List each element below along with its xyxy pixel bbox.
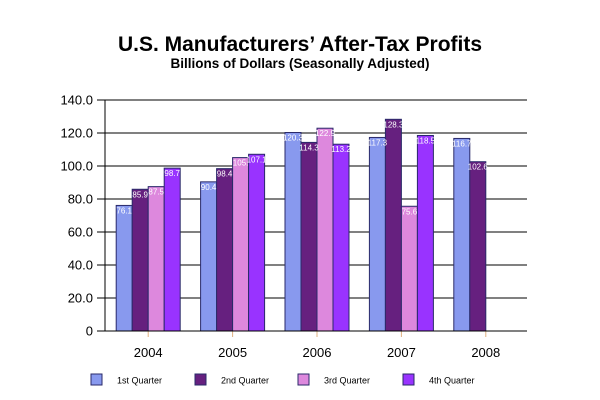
bar xyxy=(131,188,149,332)
x-tick-label: 2005 xyxy=(218,345,247,360)
chart-title: U.S. Manufacturers’ After-Tax Profits xyxy=(117,33,483,56)
bar xyxy=(332,143,350,332)
bar xyxy=(384,118,402,332)
data-label: 87.5 xyxy=(148,188,164,197)
data-label: 113.2 xyxy=(331,145,351,154)
x-tick-label: 2004 xyxy=(134,345,163,360)
data-labels: 76.185.9 87.598.790.498.4105.107.1120.311… xyxy=(116,120,488,216)
legend-label: 2nd Quarter xyxy=(221,376,269,386)
x-tick-label: 2007 xyxy=(387,345,416,360)
legend: 1st Quarter 2nd Quarter 3rd Quarter 4th Qua… xyxy=(90,373,475,386)
data-label: 105. xyxy=(233,159,249,168)
y-tick-label: 0 xyxy=(86,324,93,339)
legend-label: 4th Quarter xyxy=(429,376,475,386)
legend-swatch xyxy=(90,373,103,386)
axes: 0 20.0 40.0 60.0 80.0 100.0 120.0 140.0 2004 2005… xyxy=(60,93,527,360)
bar xyxy=(163,167,181,332)
y-tick-label: 40.0 xyxy=(68,258,93,273)
data-label: 75.6 xyxy=(402,207,418,216)
data-label: 76.1 xyxy=(116,206,132,215)
y-tick-label: 80.0 xyxy=(68,192,93,207)
data-label: 116.7 xyxy=(452,139,472,148)
y-tick-label: 100.0 xyxy=(60,159,93,174)
data-label: 122.9 xyxy=(315,129,336,138)
bar xyxy=(216,168,234,332)
data-label: 107.1 xyxy=(247,155,268,164)
y-tick-label: 20.0 xyxy=(68,291,93,306)
legend-swatch xyxy=(402,373,415,386)
bar xyxy=(316,127,334,332)
data-label: 128.3 xyxy=(383,120,404,129)
x-tick-label: 2006 xyxy=(303,345,332,360)
data-label: 120.3 xyxy=(283,134,304,143)
data-label: 102.6 xyxy=(468,163,489,172)
bar xyxy=(248,153,266,332)
bar xyxy=(300,141,318,332)
data-label: 117.3 xyxy=(368,138,388,147)
data-label: 98.4 xyxy=(217,170,233,179)
data-label: 85.9 xyxy=(132,190,148,199)
bar xyxy=(232,157,250,332)
legend-label: 1st Quarter xyxy=(117,376,162,386)
bar xyxy=(416,134,434,332)
legend-swatch xyxy=(297,373,310,386)
bar xyxy=(115,204,133,332)
y-tick-label: 60.0 xyxy=(68,225,93,240)
legend-label: 3rd Quarter xyxy=(324,376,370,386)
y-tick-label: 120.0 xyxy=(60,126,93,141)
data-label: 90.4 xyxy=(201,183,217,192)
data-label: 114.3 xyxy=(299,143,319,152)
data-label: 98.7 xyxy=(164,169,180,178)
bar xyxy=(284,132,302,332)
bar xyxy=(200,181,218,332)
bar xyxy=(469,161,487,332)
legend-swatch xyxy=(194,373,207,386)
y-tick-label: 140.0 xyxy=(60,93,93,108)
bar xyxy=(147,186,165,332)
data-label: 118.5 xyxy=(416,136,436,145)
bar xyxy=(400,205,418,332)
bar xyxy=(368,136,386,332)
x-tick-label: 2008 xyxy=(471,345,500,360)
chart-subtitle: Billions of Dollars (Seasonally Adjusted… xyxy=(170,56,430,71)
bars xyxy=(115,118,487,332)
